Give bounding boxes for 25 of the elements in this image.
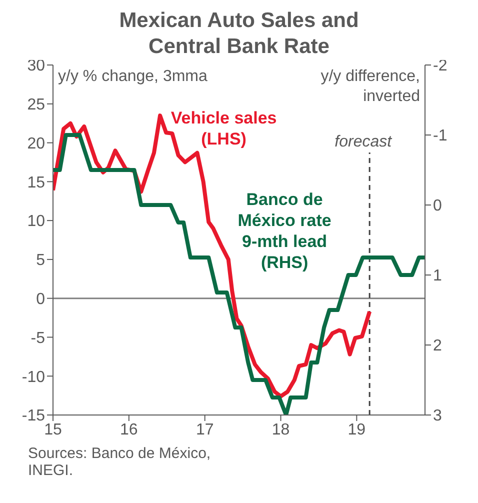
x-tick-label: 18 — [272, 421, 290, 438]
y-tick-label: 20 — [27, 135, 46, 152]
y2-tick-label: -1 — [433, 128, 448, 145]
y2-tick-label: 0 — [433, 198, 442, 215]
x-tick-label: 16 — [120, 421, 138, 438]
y2-axis-title: y/y difference, inverted — [320, 68, 420, 105]
series-label: Banco de México rate 9-mth lead (RHS) — [238, 190, 332, 272]
x-tick-label: 17 — [196, 421, 214, 438]
y-tick-label: 5 — [36, 252, 46, 270]
y2-tick-label: 1 — [433, 268, 442, 285]
y-tick-label: 15 — [27, 174, 46, 192]
series-label: Vehicle sales (LHS) — [170, 108, 277, 148]
ref-line-label: forecast — [334, 134, 392, 151]
y-tick-label: -15 — [22, 408, 46, 425]
chart-title: Mexican Auto Sales and Central Bank Rate — [118, 8, 360, 60]
y-tick-label: -5 — [30, 330, 46, 347]
y2-tick-label: 2 — [433, 338, 442, 355]
source-note: Sources: Banco de México, INEGI. — [28, 445, 212, 479]
y-tick-label: 0 — [36, 291, 46, 308]
y-tick-label: -10 — [22, 368, 46, 386]
y-tick-label: 25 — [27, 96, 46, 114]
y-tick-label: 10 — [27, 213, 46, 230]
y2-tick-label: 3 — [433, 408, 442, 425]
y-axis-title: y/y % change, 3mma — [58, 68, 208, 85]
x-tick-label: 19 — [348, 421, 366, 438]
